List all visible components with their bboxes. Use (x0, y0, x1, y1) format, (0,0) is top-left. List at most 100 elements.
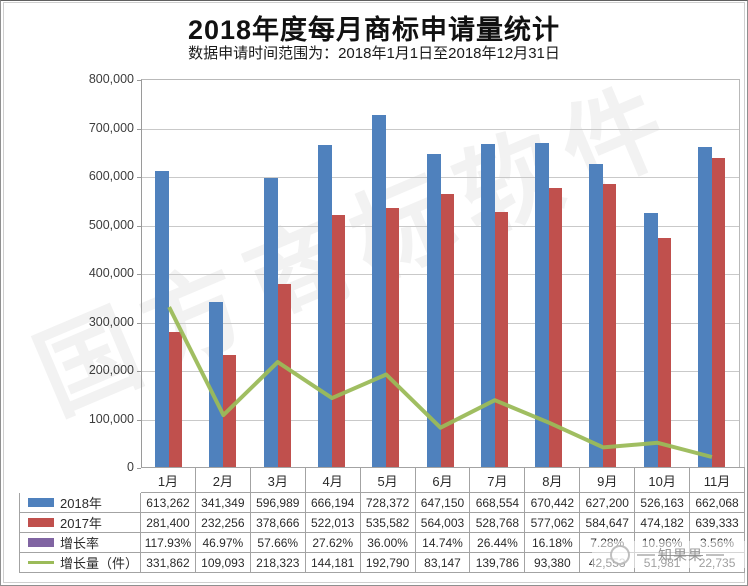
table-value-cell: 613,262 (141, 493, 196, 513)
table-value-cell: 109,093 (195, 553, 251, 573)
table-value-cell: 10.96% (635, 533, 691, 553)
table-value-cell: 535,582 (360, 513, 416, 533)
bar-2017 (440, 194, 454, 468)
legend-cell-bar: 增长率 (19, 533, 141, 553)
table-value-cell: 341,349 (195, 493, 251, 513)
table-value-cell: 16.18% (525, 533, 581, 553)
legend-swatch-icon (28, 538, 54, 547)
gridline (142, 128, 739, 130)
table-value-cell: 584,647 (580, 513, 636, 533)
legend-cell-bar: 2017年 (19, 513, 141, 533)
y-axis-tickmark (137, 419, 142, 421)
month-header-cell: 5月 (360, 467, 416, 493)
legend-cell-bar: 2018年 (19, 493, 141, 513)
table-value-cell: 26.44% (470, 533, 526, 553)
table-value-cell: 627,200 (580, 493, 636, 513)
y-axis-tickmark (137, 128, 142, 130)
bar-2017 (169, 332, 183, 468)
y-axis-tick-label: 500,000 (88, 217, 134, 232)
legend-label: 2017年 (60, 516, 102, 531)
table-value-cell: 474,182 (635, 513, 691, 533)
table-value-cell: 522,013 (305, 513, 361, 533)
y-axis-tick-label: 200,000 (88, 363, 134, 377)
bar-2018 (697, 147, 712, 468)
table-value-cell: 378,666 (250, 513, 306, 533)
legend-label: 增长量（件） (60, 556, 139, 571)
plot-area (137, 79, 740, 469)
table-value-cell: 647,150 (415, 493, 471, 513)
table-value-cell: 192,790 (360, 553, 416, 573)
y-axis-tick-label: 0 (127, 460, 134, 474)
table-value-cell: 528,768 (470, 513, 526, 533)
bar-2018 (317, 145, 332, 468)
legend-label: 增长率 (60, 536, 100, 551)
y-axis-tick-label: 400,000 (88, 266, 134, 280)
table-value-cell: 57.66% (250, 533, 306, 553)
bar-2017 (549, 188, 563, 468)
table-value-cell: 27.62% (305, 533, 361, 553)
table-value-cell: 7.28% (580, 533, 636, 553)
table-value-cell: 331,862 (141, 553, 196, 573)
table-value-cell: 117.93% (141, 533, 196, 553)
bar-2018 (480, 144, 495, 468)
table-value-cell: 22,735 (690, 553, 745, 573)
month-header-cell: 10月 (635, 467, 691, 493)
chart-subtitle: 数据申请时间范围为：2018年1月1日至2018年12月31日 (188, 45, 560, 62)
y-axis-tickmark (137, 177, 142, 178)
table-value-cell: 662,068 (690, 493, 745, 513)
month-header-cell: 9月 (580, 467, 636, 493)
table-value-cell: 639,333 (690, 513, 745, 533)
y-axis-tickmark (137, 371, 142, 372)
table-value-cell: 666,194 (305, 493, 361, 513)
gridline (142, 177, 739, 178)
bar-2017 (331, 215, 345, 468)
month-header-cell: 4月 (305, 467, 361, 493)
month-header-cell: 7月 (470, 467, 526, 493)
table-value-cell: 83,147 (415, 553, 471, 573)
y-axis-tickmark (137, 225, 142, 227)
legend-swatch-icon (28, 561, 54, 564)
y-axis: 800,000 700,000 600,000 500,000 400,000 300,0… (1, 72, 134, 474)
y-axis-tick-label: 100,000 (88, 411, 134, 426)
chart-title: 2018年度每月商标申请量统计 (187, 15, 561, 45)
bar-2017 (386, 208, 400, 468)
table-value-cell: 51,981 (635, 553, 691, 573)
bar-2017 (277, 284, 291, 468)
table-corner-cell (19, 467, 141, 491)
table-value-cell: 139,786 (470, 553, 526, 573)
y-axis-tick-label: 300,000 (88, 314, 134, 329)
table-value-cell: 3.56% (690, 533, 745, 553)
table-value-cell: 728,372 (360, 493, 416, 513)
legend-swatch-icon (28, 498, 54, 507)
bar-2018 (263, 178, 278, 468)
bar-2018 (535, 143, 550, 468)
table-value-cell: 42,553 (580, 553, 636, 573)
y-axis-tickmark (137, 80, 142, 81)
table-value-cell: 564,003 (415, 513, 471, 533)
month-header-cell: 6月 (415, 467, 471, 493)
month-header-cell: 8月 (525, 467, 581, 493)
table-value-cell: 144,181 (305, 553, 361, 573)
bar-2017 (711, 158, 725, 468)
table-value-cell: 232,256 (195, 513, 251, 533)
table-value-cell: 46.97% (195, 533, 251, 553)
table-value-cell: 14.74% (415, 533, 471, 553)
y-axis-tick-label: 700,000 (88, 120, 134, 135)
bar-2018 (643, 213, 658, 468)
y-axis-tickmark (137, 322, 142, 324)
y-axis-tickmark (137, 274, 142, 275)
table-value-cell: 577,062 (525, 513, 581, 533)
month-header-cell: 3月 (250, 467, 306, 493)
y-axis-tick-label: 600,000 (88, 169, 134, 183)
bar-2018 (589, 164, 604, 468)
legend-cell-line: 增长量（件） (19, 553, 141, 573)
table-value-cell: 526,163 (635, 493, 691, 513)
table-value-cell: 668,554 (470, 493, 526, 513)
month-header-cell: 11月 (690, 467, 745, 493)
bar-2017 (603, 184, 617, 468)
growth-amount-line (167, 306, 713, 459)
table-value-cell: 281,400 (141, 513, 196, 533)
legend-label: 2018年 (60, 496, 102, 511)
bar-2018 (426, 154, 441, 468)
